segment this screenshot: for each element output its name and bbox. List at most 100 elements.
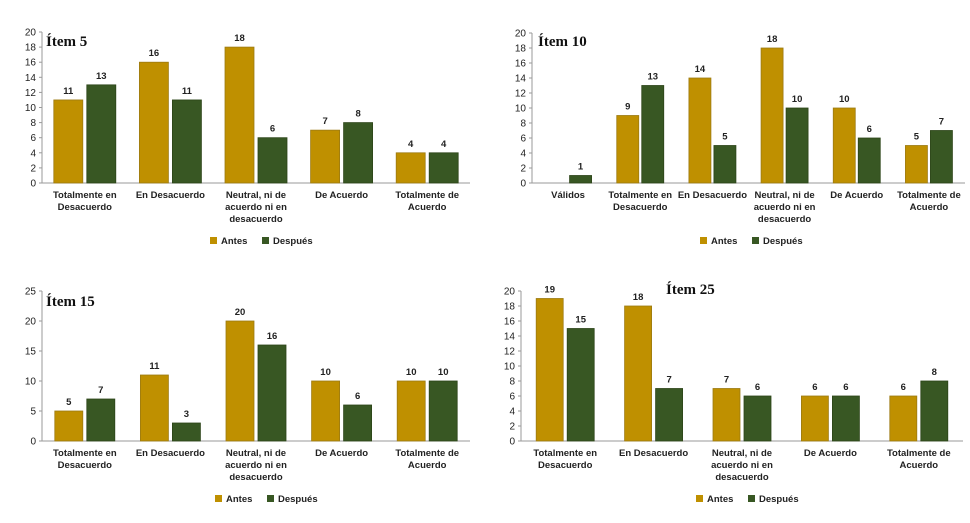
bar-despues [343, 404, 373, 442]
data-label: 6 [355, 391, 360, 402]
y-tick-label: 6 [520, 134, 526, 145]
y-tick-label: 2 [30, 163, 36, 174]
data-label: 13 [96, 71, 107, 82]
x-category-label: Totalmente en Desacuerdo [53, 448, 117, 471]
y-tick-label: 0 [520, 179, 526, 190]
data-label: 7 [322, 116, 327, 127]
y-tick-label: 20 [504, 287, 516, 298]
legend-swatch-antes [696, 495, 703, 502]
data-label: 5 [66, 397, 72, 408]
bar-despues [785, 107, 809, 184]
legend-label: Antes [707, 494, 733, 505]
bar-antes [712, 388, 741, 442]
data-label: 6 [755, 382, 760, 393]
legend-swatch-despues [267, 495, 274, 502]
y-tick-label: 8 [520, 119, 526, 130]
y-tick-label: 14 [504, 332, 516, 343]
y-tick-label: 18 [504, 302, 516, 313]
data-label: 5 [722, 132, 728, 143]
bar-antes [311, 380, 341, 442]
y-tick-label: 12 [25, 88, 37, 99]
bar-despues [428, 380, 458, 442]
x-category-label: Totalmente de Acuerdo [897, 190, 961, 213]
x-category-label: Neutral, ni de acuerdo ni en desacuerdo [225, 448, 287, 483]
data-label: 5 [914, 132, 920, 143]
bar-despues [171, 99, 202, 184]
legend-label: Antes [711, 236, 737, 247]
legend-label: Después [759, 494, 799, 505]
data-label: 10 [406, 367, 417, 378]
chart-panel-3: Ítem 15 0 5 10 15 20 25 5 7 Totalmente en Desacuer… [25, 287, 470, 505]
x-category-label: En Desacuerdo [136, 448, 205, 459]
y-tick-label: 10 [515, 104, 527, 115]
bar-antes [889, 395, 918, 442]
bar-despues [171, 422, 201, 442]
y-tick-label: 6 [30, 133, 36, 144]
y-tick-label: 4 [509, 407, 515, 418]
y-tick-label: 4 [520, 149, 526, 160]
data-label: 13 [647, 72, 658, 83]
data-label: 8 [355, 109, 360, 120]
data-label: 20 [235, 307, 246, 318]
y-tick-label: 12 [504, 347, 516, 358]
y-tick-label: 20 [25, 317, 37, 328]
data-label: 9 [625, 102, 630, 113]
legend-label: Después [763, 236, 803, 247]
data-label: 18 [767, 34, 778, 45]
bar-despues [920, 380, 949, 442]
data-label: 7 [939, 117, 944, 128]
data-label: 6 [812, 382, 817, 393]
data-label: 10 [839, 94, 850, 105]
y-tick-label: 20 [515, 29, 527, 40]
x-category-label: Totalmente en Desacuerdo [53, 190, 117, 213]
x-category-label: Totalmente de Acuerdo [395, 448, 459, 471]
bar-antes [139, 374, 169, 442]
bar-antes [225, 320, 255, 442]
x-category-label: Neutral, ni de acuerdo ni en desacuerdo [754, 190, 816, 225]
bar-despues [641, 85, 665, 184]
chart-panel-4: Ítem 25 0 2 4 6 8 10 12 14 16 18 20 19 15 Totalmente e… [504, 281, 963, 505]
bar-antes [688, 77, 712, 184]
x-category-label: De Acuerdo [315, 448, 368, 459]
x-category-label: Totalmente de Acuerdo [887, 448, 951, 471]
bar-despues [257, 137, 288, 184]
chart-title: Ítem 5 [46, 33, 87, 50]
bar-despues [86, 398, 116, 442]
y-tick-label: 16 [25, 58, 37, 69]
bar-antes [905, 145, 928, 184]
bar-antes [624, 305, 652, 442]
legend-swatch-antes [210, 237, 217, 244]
y-tick-label: 5 [30, 407, 36, 418]
y-tick-label: 16 [515, 59, 527, 70]
y-tick-label: 14 [515, 74, 527, 85]
bar-antes [395, 152, 426, 184]
y-tick-label: 12 [515, 89, 527, 100]
data-label: 4 [441, 139, 447, 150]
y-tick-label: 0 [30, 437, 36, 448]
data-label: 10 [320, 367, 331, 378]
chart-title: Ítem 15 [46, 293, 95, 310]
data-label: 7 [98, 385, 103, 396]
bar-despues [257, 344, 287, 442]
y-tick-label: 2 [509, 422, 515, 433]
data-label: 6 [901, 382, 906, 393]
y-tick-label: 0 [509, 437, 515, 448]
data-label: 11 [63, 86, 74, 97]
y-tick-label: 0 [30, 179, 36, 190]
y-tick-label: 18 [25, 43, 37, 54]
legend-swatch-despues [752, 237, 759, 244]
legend-label: Después [278, 494, 318, 505]
data-label: 8 [932, 367, 937, 378]
data-label: 1 [578, 162, 584, 173]
y-tick-label: 18 [515, 44, 527, 55]
bar-antes [396, 380, 426, 442]
bar-antes [616, 115, 640, 184]
x-category-label: De Acuerdo [315, 190, 368, 201]
legend-swatch-antes [215, 495, 222, 502]
data-label: 18 [234, 33, 245, 44]
y-tick-label: 25 [25, 287, 37, 298]
data-label: 10 [792, 94, 803, 105]
data-label: 7 [666, 375, 671, 386]
data-label: 6 [867, 124, 872, 135]
